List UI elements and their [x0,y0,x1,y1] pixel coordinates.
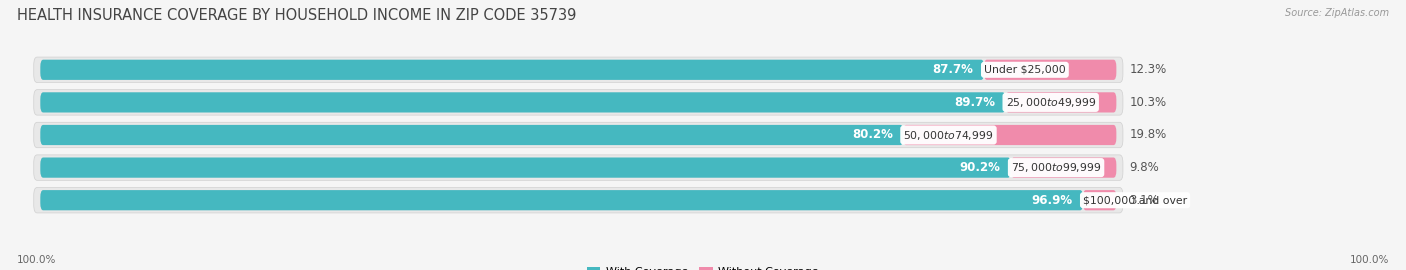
FancyBboxPatch shape [1083,190,1116,210]
FancyBboxPatch shape [41,190,1083,210]
Text: Under $25,000: Under $25,000 [984,65,1066,75]
FancyBboxPatch shape [984,60,1116,80]
Text: 89.7%: 89.7% [955,96,995,109]
Text: 12.3%: 12.3% [1129,63,1167,76]
Text: 100.0%: 100.0% [17,255,56,265]
FancyBboxPatch shape [903,125,1116,145]
Text: $75,000 to $99,999: $75,000 to $99,999 [1011,161,1101,174]
Text: $100,000 and over: $100,000 and over [1083,195,1187,205]
Text: 9.8%: 9.8% [1129,161,1159,174]
FancyBboxPatch shape [1005,92,1116,113]
FancyBboxPatch shape [1011,157,1116,178]
Text: $25,000 to $49,999: $25,000 to $49,999 [1005,96,1095,109]
Text: 10.3%: 10.3% [1129,96,1167,109]
FancyBboxPatch shape [34,57,1123,83]
Text: 96.9%: 96.9% [1032,194,1073,207]
Legend: With Coverage, Without Coverage: With Coverage, Without Coverage [582,262,824,270]
FancyBboxPatch shape [41,92,1005,113]
Text: HEALTH INSURANCE COVERAGE BY HOUSEHOLD INCOME IN ZIP CODE 35739: HEALTH INSURANCE COVERAGE BY HOUSEHOLD I… [17,8,576,23]
Text: 100.0%: 100.0% [1350,255,1389,265]
FancyBboxPatch shape [34,90,1123,115]
Text: 3.1%: 3.1% [1129,194,1159,207]
FancyBboxPatch shape [41,157,1011,178]
Text: 80.2%: 80.2% [852,129,893,141]
FancyBboxPatch shape [41,60,984,80]
FancyBboxPatch shape [34,187,1123,213]
Text: Source: ZipAtlas.com: Source: ZipAtlas.com [1285,8,1389,18]
Text: $50,000 to $74,999: $50,000 to $74,999 [903,129,994,141]
FancyBboxPatch shape [34,122,1123,148]
FancyBboxPatch shape [41,125,903,145]
Text: 87.7%: 87.7% [932,63,973,76]
Text: 90.2%: 90.2% [959,161,1001,174]
Text: 19.8%: 19.8% [1129,129,1167,141]
FancyBboxPatch shape [34,155,1123,180]
